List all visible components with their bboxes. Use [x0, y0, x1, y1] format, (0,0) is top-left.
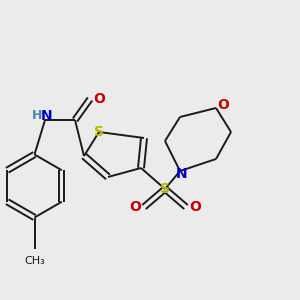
- Text: H: H: [32, 109, 43, 122]
- Text: O: O: [129, 200, 141, 214]
- Text: N: N: [41, 109, 52, 122]
- Text: S: S: [160, 182, 170, 196]
- Text: CH₃: CH₃: [24, 256, 45, 266]
- Text: S: S: [94, 125, 104, 139]
- Text: N: N: [176, 167, 187, 181]
- Text: O: O: [93, 92, 105, 106]
- Text: O: O: [218, 98, 230, 112]
- Text: O: O: [189, 200, 201, 214]
